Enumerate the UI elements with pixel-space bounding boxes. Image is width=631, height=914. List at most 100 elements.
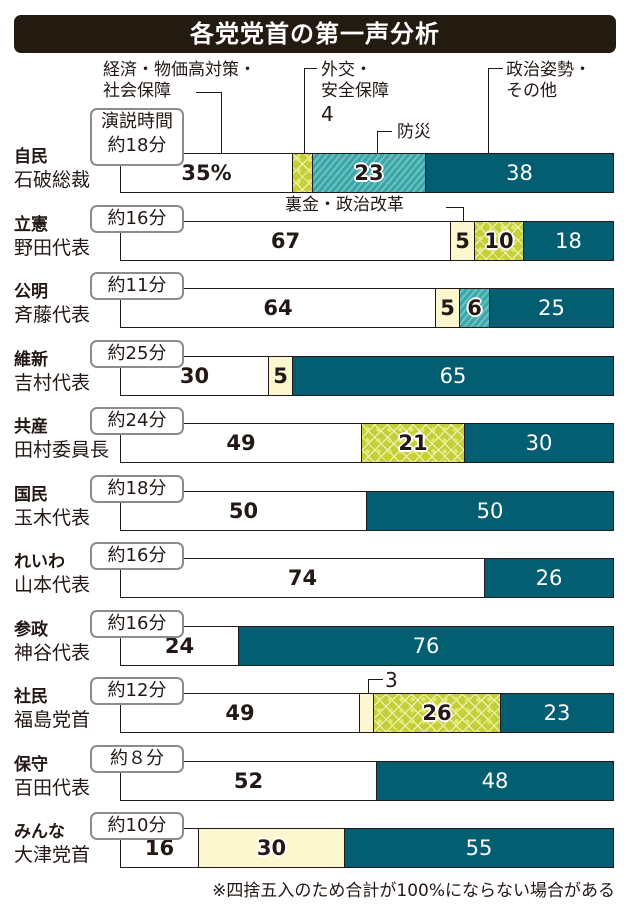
bar-segment-economy: 35% (121, 154, 293, 192)
bar-segment-foreign: 10 (475, 222, 524, 260)
bar-segment-foreign: 21 (362, 424, 465, 462)
leader-name: 大津党首 (14, 844, 91, 866)
bar-segment-politics: 23 (501, 694, 613, 732)
data-label: 52 (233, 769, 264, 793)
bar-segment-politics: 30 (465, 424, 613, 462)
data-label: 30 (179, 364, 210, 388)
bar-segment-economy: 30 (121, 357, 269, 395)
speech-time-badge: 約18分 (90, 475, 184, 503)
bar-segment-reform (360, 694, 374, 732)
data-label: 6 (467, 296, 482, 320)
leader-name: 斉藤代表 (14, 304, 91, 326)
data-label: 16 (144, 836, 175, 860)
legend-foreign: 外交・ 安全保障 (321, 60, 389, 101)
leader-line-economy (196, 92, 222, 154)
speech-time-badge: 演説時間 約18分 (90, 108, 184, 166)
data-label: 49 (225, 701, 255, 725)
data-label: 76 (412, 634, 440, 658)
party-name: みんな (14, 822, 65, 842)
speech-time-badge: 約８分 (90, 745, 184, 773)
party-name: 共産 (14, 417, 48, 437)
bar-segment-disaster: 23 (313, 154, 426, 192)
data-label: 5 (273, 364, 288, 388)
legend-politics: 政治姿勢・ その他 (506, 60, 591, 101)
bar-segment-economy: 16 (121, 829, 199, 867)
chart-title: 各党党首の第一声分析 (14, 15, 616, 53)
speech-time-badge: 約16分 (90, 205, 184, 233)
data-label: 24 (164, 634, 195, 658)
data-label: 5 (440, 296, 455, 320)
bar-segment-reform: 5 (436, 289, 460, 327)
leader-name: 神谷代表 (14, 642, 91, 664)
data-label: 67 (270, 229, 301, 253)
bar-segment-economy: 67 (121, 222, 451, 260)
legend-reform: 裏金・政治改革 (285, 195, 404, 215)
stacked-bar: 49 26 23 (120, 693, 614, 733)
data-label: 26 (422, 701, 452, 725)
speech-time-badge: 約16分 (90, 610, 184, 638)
bar-segment-economy: 52 (121, 762, 377, 800)
speech-time-badge: 約16分 (90, 542, 184, 570)
leader-line-shamin (368, 679, 383, 694)
speech-time-badge: 約10分 (90, 812, 184, 840)
bar-segment-politics: 50 (367, 492, 613, 530)
bar-segment-reform: 5 (269, 357, 293, 395)
stacked-bar: 35% 23 38 (120, 153, 614, 193)
speech-time-badge: 約12分 (90, 677, 184, 705)
data-label: 10 (484, 229, 514, 253)
data-label: 23 (354, 161, 384, 185)
bar-segment-reform: 30 (199, 829, 345, 867)
data-label: 48 (481, 769, 509, 793)
bar-segment-reform: 5 (451, 222, 475, 260)
speech-time-badge: 約11分 (90, 272, 184, 300)
party-name: れいわ (14, 552, 65, 572)
bar-segment-politics: 25 (490, 289, 613, 327)
stacked-bar: 64 5 6 25 (120, 288, 614, 328)
data-label: 25 (538, 296, 565, 320)
data-label: 35% (181, 161, 232, 185)
stacked-bar: 74 26 (120, 558, 614, 598)
legend-economy: 経済・物価高対策・ 社会保障 (103, 60, 256, 101)
data-label: 50 (228, 499, 259, 523)
leader-name: 山本代表 (14, 574, 91, 596)
party-name: 立憲 (14, 215, 48, 235)
stacked-bar: 50 50 (120, 491, 614, 531)
speech-time-badge: 約24分 (90, 407, 184, 435)
bar-segment-economy: 50 (121, 492, 367, 530)
speech-time-value: 約18分 (107, 135, 167, 156)
footnote: ※四捨五入のため合計が100%にならない場合がある (212, 881, 615, 901)
bar-segment-economy: 74 (121, 559, 485, 597)
leader-line-disaster (377, 131, 392, 154)
bar-segment-foreign: 26 (374, 694, 501, 732)
data-label: 23 (543, 701, 571, 725)
party-name: 維新 (14, 350, 48, 370)
callout-shamin-reform: 3 (385, 668, 398, 692)
bar-segment-economy: 64 (121, 289, 436, 327)
leader-name: 吉村代表 (14, 372, 91, 394)
party-name: 国民 (14, 485, 48, 505)
bar-segment-economy: 24 (121, 627, 239, 665)
leader-name: 田村委員長 (14, 439, 110, 461)
data-label: 5 (455, 229, 470, 253)
data-label: 65 (439, 364, 467, 388)
data-label: 38 (506, 161, 533, 185)
bar-segment-politics: 65 (293, 357, 613, 395)
bar-segment-economy: 49 (121, 424, 362, 462)
bar-segment-politics: 48 (377, 762, 613, 800)
data-label: 21 (398, 431, 428, 455)
stacked-bar: 52 48 (120, 761, 614, 801)
stacked-bar: 49 21 30 (120, 423, 614, 463)
bar-segment-politics: 38 (426, 154, 613, 192)
party-name: 社民 (14, 687, 48, 707)
speech-time-badge: 約25分 (90, 340, 184, 368)
stacked-bar: 30 5 65 (120, 356, 614, 396)
data-label: 55 (465, 836, 493, 860)
bar-segment-foreign (293, 154, 313, 192)
bar-segment-disaster: 6 (460, 289, 490, 327)
leader-name: 野田代表 (14, 237, 91, 259)
leader-line-foreign (304, 68, 317, 154)
stacked-bar: 16 30 55 (120, 828, 614, 868)
party-name: 保守 (14, 755, 48, 775)
data-label: 18 (555, 229, 582, 253)
leader-line-politics (488, 68, 503, 154)
